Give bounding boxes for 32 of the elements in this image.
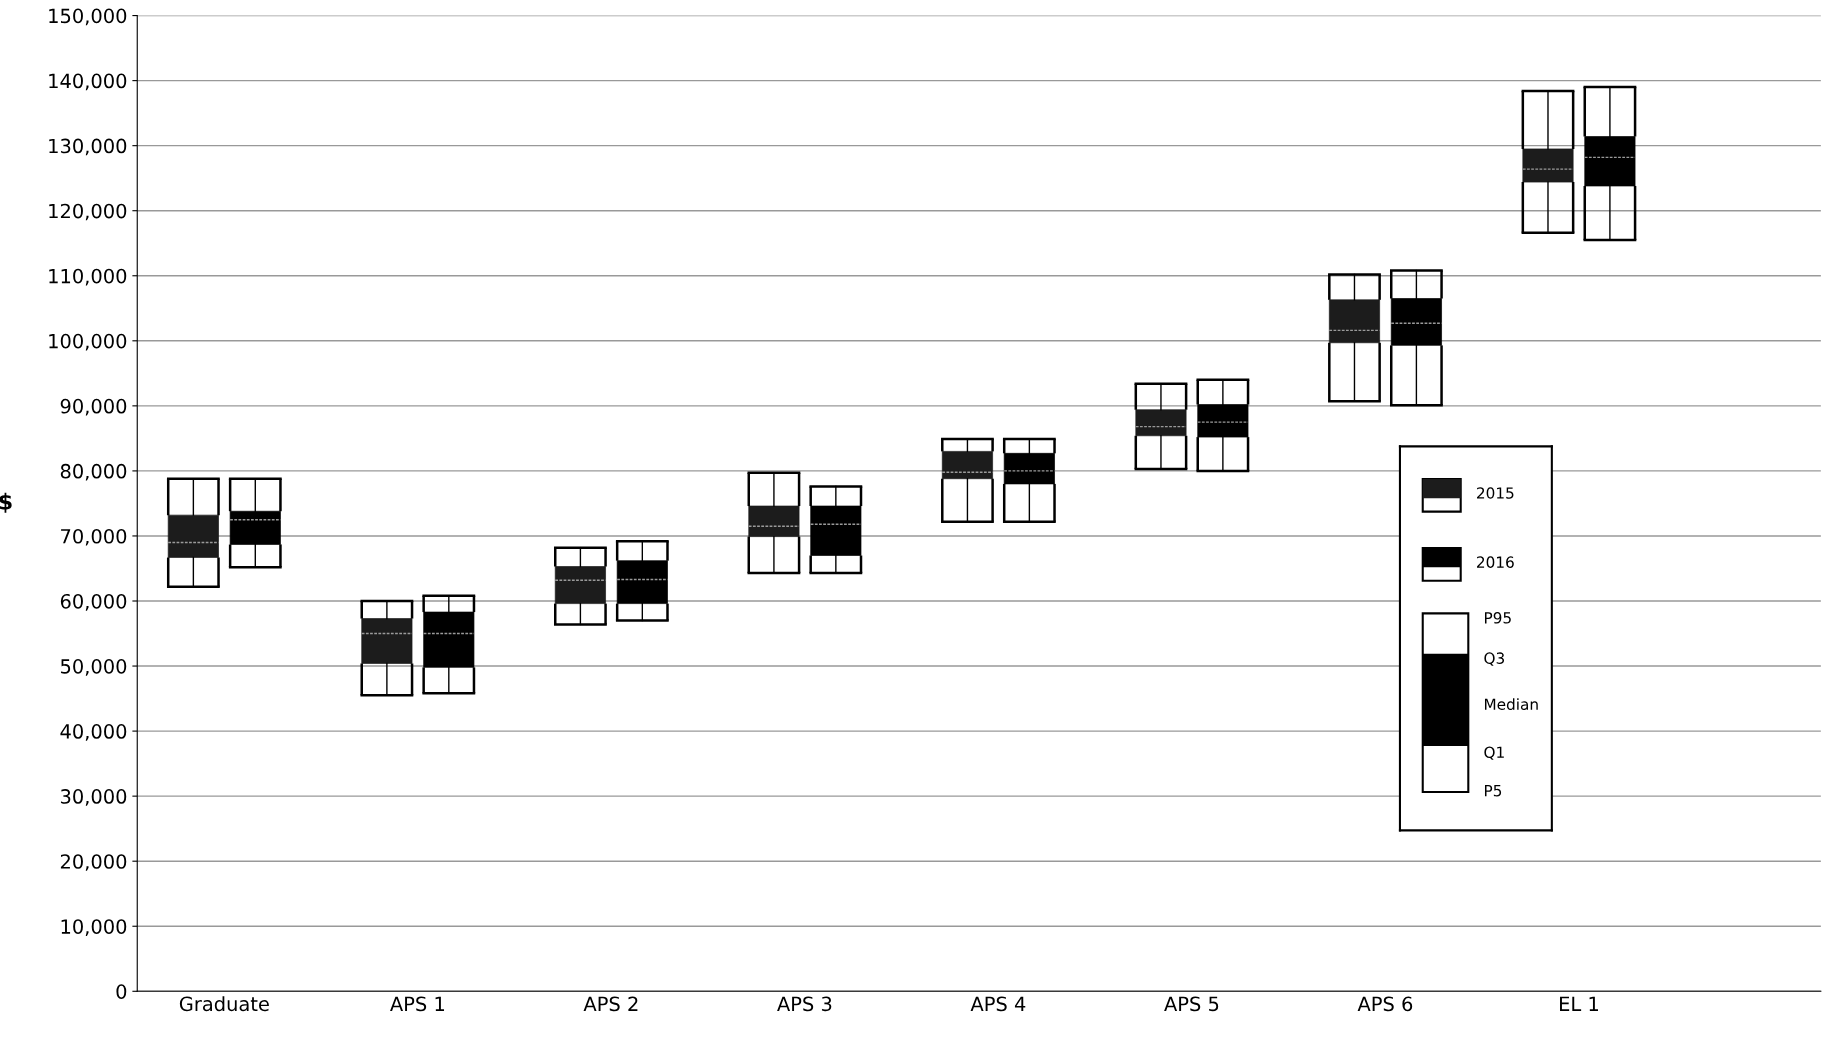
y-tick-label: 110,000: [49, 268, 127, 286]
annotation: Q1: [1484, 746, 1504, 760]
legend-label: 2016: [1477, 556, 1514, 568]
annotation: Q3: [1484, 652, 1505, 666]
y-tick-label: 30,000: [60, 789, 127, 806]
y-tick-label: 100,000: [49, 333, 127, 351]
y-axis-title: $: [0, 492, 12, 513]
x-tick-label: APS 1: [390, 996, 445, 1012]
y-tick-label: 150,000: [49, 8, 127, 26]
y-tick-label: 20,000: [60, 854, 127, 871]
annotation: P5: [1484, 785, 1502, 797]
y-tick-label: 140,000: [49, 73, 127, 91]
y-tick-label: 120,000: [49, 203, 127, 221]
y-tick-label: 60,000: [60, 593, 127, 611]
x-tick-label: APS 6: [1357, 996, 1413, 1012]
y-tick-label: 130,000: [49, 138, 127, 156]
x-tick-label: APS 5: [1164, 996, 1219, 1012]
y-tick-label: 0: [116, 984, 127, 999]
y-tick-label: 70,000: [61, 528, 127, 546]
x-tick-label: APS 4: [970, 996, 1026, 1012]
y-tick-label: 50,000: [60, 659, 127, 676]
x-tick-label: EL 1: [1560, 996, 1598, 1011]
y-tick-label: 80,000: [60, 463, 127, 481]
annotation: Median: [1484, 698, 1538, 711]
y-tick-label: 90,000: [60, 398, 127, 416]
x-tick-label: APS 2: [583, 996, 638, 1012]
x-tick-label: APS 3: [777, 996, 832, 1012]
x-tick-label: Graduate: [179, 996, 269, 1012]
annotation: P95: [1484, 612, 1511, 624]
y-tick-label: 40,000: [60, 724, 127, 741]
y-tick-label: 10,000: [61, 919, 127, 936]
legend-label: 2015: [1477, 487, 1514, 499]
